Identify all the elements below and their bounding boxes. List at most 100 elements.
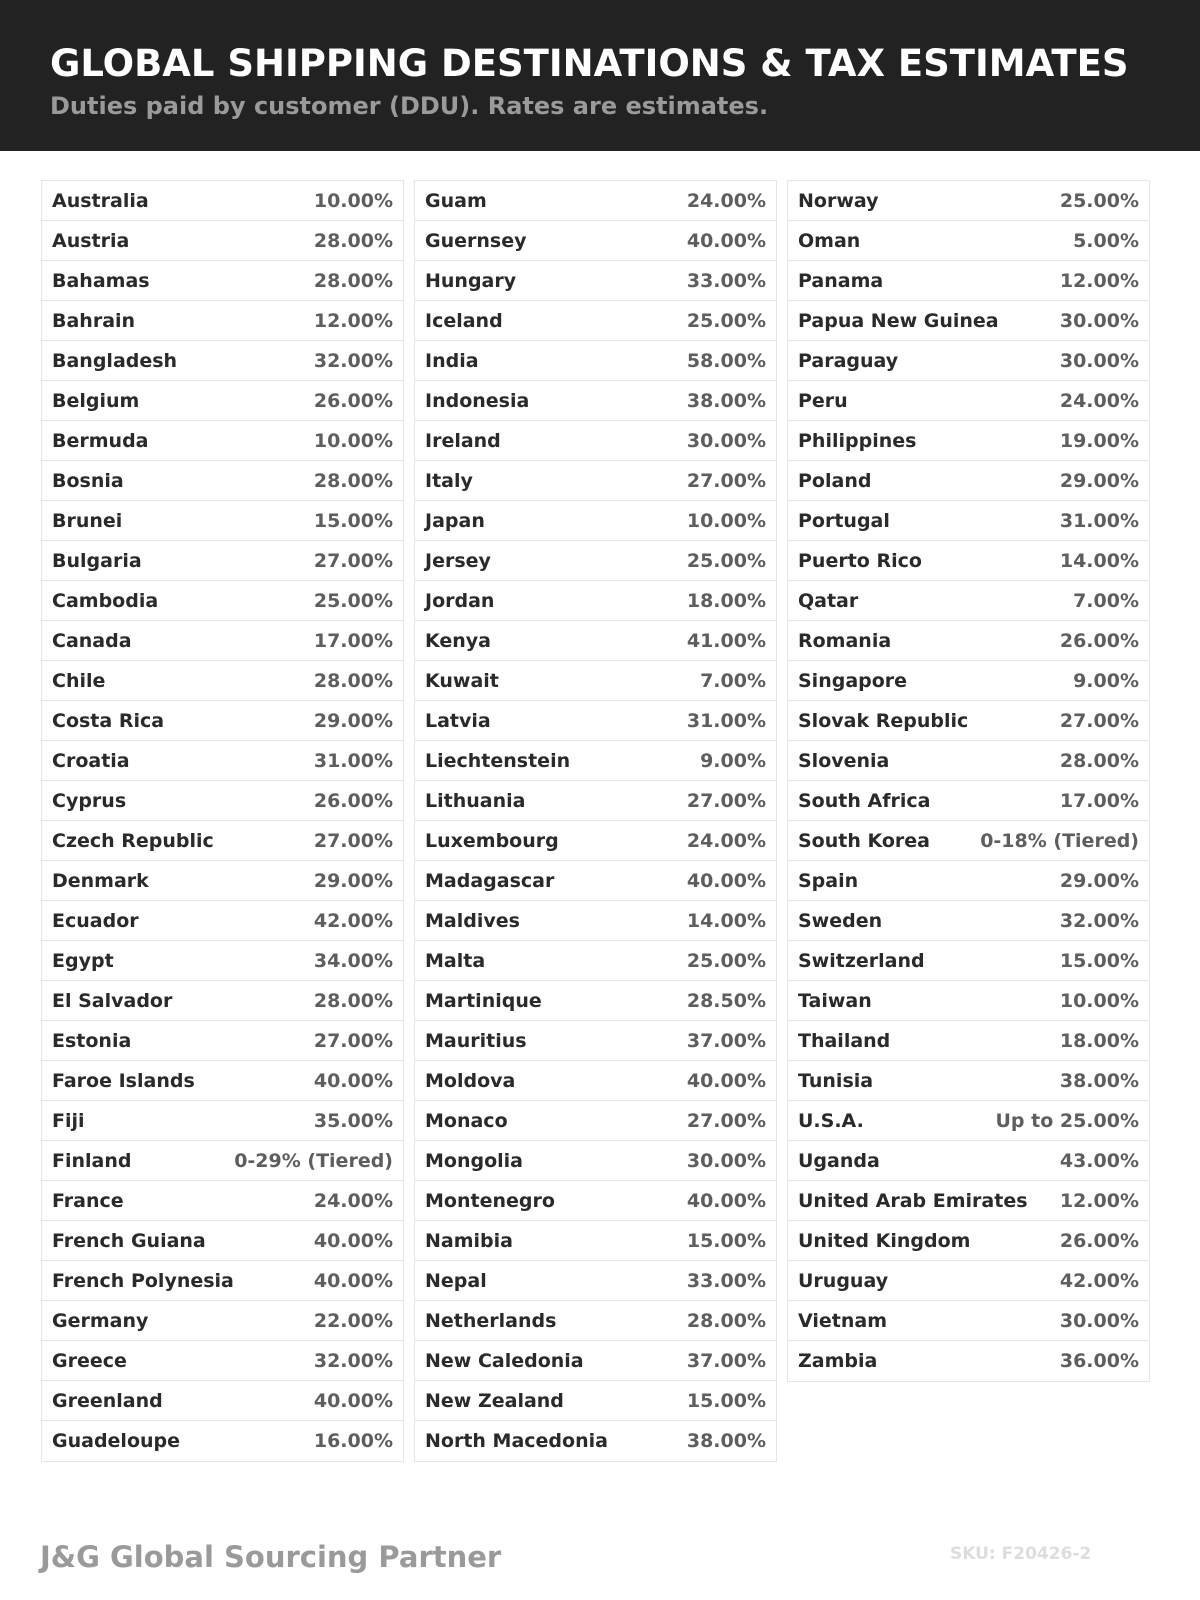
country-name: Kuwait — [425, 669, 499, 692]
country-name: Bahrain — [52, 309, 136, 332]
tax-rate: 15.00% — [686, 1229, 766, 1252]
tax-rate: 32.00% — [1059, 909, 1139, 932]
table-row: Cambodia 25.00% — [42, 581, 403, 621]
tax-rate: 28.00% — [313, 229, 393, 252]
country-name: Maldives — [425, 909, 520, 932]
tax-rate: 26.00% — [1059, 1229, 1139, 1252]
country-name: Faroe Islands — [52, 1069, 195, 1092]
tax-rate: 15.00% — [313, 509, 393, 532]
table-row: New Zealand 15.00% — [415, 1381, 776, 1421]
tax-rate: 0-18% (Tiered) — [980, 829, 1139, 852]
table-row: Peru 24.00% — [788, 381, 1149, 421]
table-row: Chile 28.00% — [42, 661, 403, 701]
table-row: Ecuador 42.00% — [42, 901, 403, 941]
country-name: Paraguay — [798, 349, 899, 372]
country-name: Czech Republic — [52, 829, 214, 852]
country-name: Slovak Republic — [798, 709, 969, 732]
table-row: Austria 28.00% — [42, 221, 403, 261]
table-row: Slovak Republic 27.00% — [788, 701, 1149, 741]
header-banner: GLOBAL SHIPPING DESTINATIONS & TAX ESTIM… — [0, 0, 1200, 151]
country-name: New Caledonia — [425, 1349, 584, 1372]
country-name: Guadeloupe — [52, 1430, 181, 1452]
rates-column-2: Guam 24.00% Guernsey 40.00% Hungary 33.00% Ice… — [414, 180, 777, 1462]
table-row: North Macedonia 38.00% — [415, 1421, 776, 1461]
country-name: Switzerland — [798, 949, 925, 972]
table-row: El Salvador 28.00% — [42, 981, 403, 1021]
tax-rate: 27.00% — [1059, 709, 1139, 732]
tax-rate: 28.50% — [686, 989, 766, 1012]
table-row: Greenland 40.00% — [42, 1381, 403, 1421]
country-name: Malta — [425, 949, 486, 972]
tax-rate: 15.00% — [1059, 949, 1139, 972]
country-name: Chile — [52, 669, 106, 692]
tax-rate: 24.00% — [1059, 389, 1139, 412]
country-name: Guernsey — [425, 229, 527, 252]
table-row: Norway 25.00% — [788, 181, 1149, 221]
table-row: Latvia 31.00% — [415, 701, 776, 741]
tax-rate: 16.00% — [313, 1430, 393, 1452]
page-title: GLOBAL SHIPPING DESTINATIONS & TAX ESTIM… — [50, 42, 1129, 85]
tax-rate: 43.00% — [1059, 1149, 1139, 1172]
tax-rate: 31.00% — [1059, 509, 1139, 532]
country-name: France — [52, 1189, 124, 1212]
rates-column-1: Australia 10.00% Austria 28.00% Bahamas 28.00… — [41, 180, 404, 1462]
tax-rate: 14.00% — [1059, 549, 1139, 572]
tax-rate: 17.00% — [313, 629, 393, 652]
tax-rate: 25.00% — [1059, 189, 1139, 212]
country-name: Jersey — [425, 549, 491, 572]
table-row: Kenya 41.00% — [415, 621, 776, 661]
table-row: Australia 10.00% — [42, 181, 403, 221]
tax-rate: Up to 25.00% — [995, 1109, 1139, 1132]
tax-rate: 38.00% — [686, 1430, 766, 1452]
tax-rate: 29.00% — [313, 709, 393, 732]
tax-rate: 33.00% — [686, 269, 766, 292]
country-name: Australia — [52, 189, 149, 212]
country-name: Bosnia — [52, 469, 124, 492]
tax-rate: 37.00% — [686, 1349, 766, 1372]
table-row: Cyprus 26.00% — [42, 781, 403, 821]
table-row: Luxembourg 24.00% — [415, 821, 776, 861]
tax-rate: 12.00% — [313, 309, 393, 332]
country-name: Martinique — [425, 989, 542, 1012]
table-row: France 24.00% — [42, 1181, 403, 1221]
table-row: Zambia 36.00% — [788, 1341, 1149, 1381]
table-row: Denmark 29.00% — [42, 861, 403, 901]
table-row: Tunisia 38.00% — [788, 1061, 1149, 1101]
tax-rate: 28.00% — [313, 469, 393, 492]
table-row: Maldives 14.00% — [415, 901, 776, 941]
tax-rate: 19.00% — [1059, 429, 1139, 452]
tax-rate: 17.00% — [1059, 789, 1139, 812]
table-row: Malta 25.00% — [415, 941, 776, 981]
country-name: India — [425, 349, 479, 372]
tax-rate: 14.00% — [686, 909, 766, 932]
tax-rate: 26.00% — [313, 789, 393, 812]
tax-rate: 0-29% (Tiered) — [234, 1149, 393, 1172]
country-name: Bermuda — [52, 429, 149, 452]
tax-rate: 30.00% — [1059, 1309, 1139, 1332]
country-name: Cyprus — [52, 789, 127, 812]
country-name: Zambia — [798, 1350, 878, 1372]
country-name: Fiji — [52, 1109, 85, 1132]
table-row: Paraguay 30.00% — [788, 341, 1149, 381]
table-row: Czech Republic 27.00% — [42, 821, 403, 861]
table-row: Croatia 31.00% — [42, 741, 403, 781]
tax-rate: 25.00% — [686, 549, 766, 572]
table-row: Panama 12.00% — [788, 261, 1149, 301]
table-row: Egypt 34.00% — [42, 941, 403, 981]
country-name: Singapore — [798, 669, 908, 692]
table-row: Bermuda 10.00% — [42, 421, 403, 461]
table-row: Guam 24.00% — [415, 181, 776, 221]
tax-rate: 36.00% — [1059, 1350, 1139, 1372]
brand-name: J&G Global Sourcing Partner — [40, 1540, 502, 1574]
country-name: Poland — [798, 469, 872, 492]
table-row: Faroe Islands 40.00% — [42, 1061, 403, 1101]
tax-rate: 40.00% — [313, 1389, 393, 1412]
table-row: Greece 32.00% — [42, 1341, 403, 1381]
country-name: Brunei — [52, 509, 123, 532]
table-row: Iceland 25.00% — [415, 301, 776, 341]
tax-rate: 29.00% — [1059, 469, 1139, 492]
table-row: Spain 29.00% — [788, 861, 1149, 901]
country-name: Mongolia — [425, 1149, 523, 1172]
tax-rate: 24.00% — [686, 189, 766, 212]
tax-rate: 40.00% — [686, 869, 766, 892]
